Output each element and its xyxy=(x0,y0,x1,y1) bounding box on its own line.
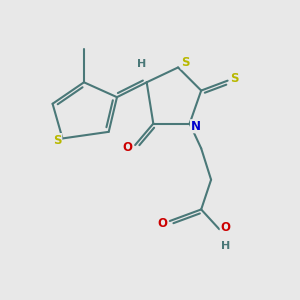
Text: O: O xyxy=(158,217,167,230)
Text: O: O xyxy=(220,221,230,234)
Text: S: S xyxy=(53,134,62,147)
Text: N: N xyxy=(190,120,201,133)
Text: S: S xyxy=(231,71,239,85)
Text: H: H xyxy=(221,241,231,251)
Text: H: H xyxy=(137,59,146,69)
Text: S: S xyxy=(181,56,190,69)
Text: O: O xyxy=(123,141,133,154)
